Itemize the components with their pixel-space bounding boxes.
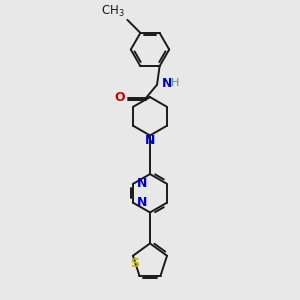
Text: N: N <box>136 196 147 209</box>
Text: N: N <box>162 77 172 90</box>
Text: O: O <box>114 91 124 104</box>
Text: N: N <box>136 177 147 190</box>
Text: S: S <box>130 257 139 270</box>
Text: CH$_3$: CH$_3$ <box>100 3 124 19</box>
Text: H: H <box>170 78 179 88</box>
Text: N: N <box>145 134 155 147</box>
